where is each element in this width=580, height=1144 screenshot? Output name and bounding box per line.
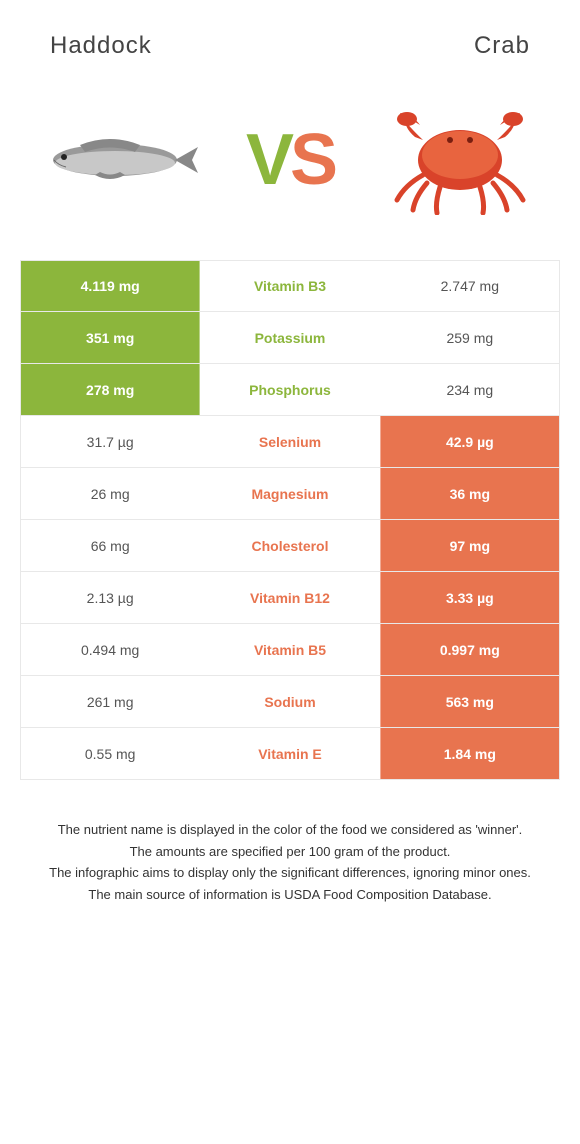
- value-left: 2.13 µg: [21, 572, 200, 623]
- value-left: 66 mg: [21, 520, 200, 571]
- table-row: 2.13 µgVitamin B123.33 µg: [20, 572, 560, 624]
- value-right: 563 mg: [380, 676, 559, 727]
- table-row: 26 mgMagnesium36 mg: [20, 468, 560, 520]
- table-row: 261 mgSodium563 mg: [20, 676, 560, 728]
- nutrient-label: Vitamin B5: [200, 624, 379, 675]
- vs-s: S: [290, 119, 334, 201]
- nutrient-label: Phosphorus: [200, 364, 379, 415]
- value-left: 0.55 mg: [21, 728, 200, 779]
- crab-illustration: [380, 100, 540, 220]
- value-right: 234 mg: [380, 364, 559, 415]
- table-row: 0.55 mgVitamin E1.84 mg: [20, 728, 560, 780]
- table-row: 278 mgPhosphorus234 mg: [20, 364, 560, 416]
- value-right: 42.9 µg: [380, 416, 559, 467]
- footer-line-3: The infographic aims to display only the…: [30, 863, 550, 883]
- value-left: 261 mg: [21, 676, 200, 727]
- table-row: 4.119 mgVitamin B32.747 mg: [20, 260, 560, 312]
- infographic-container: Haddock Crab VS: [0, 0, 580, 904]
- nutrient-label: Vitamin B3: [200, 261, 379, 311]
- vs-label: VS: [210, 119, 370, 201]
- value-right: 36 mg: [380, 468, 559, 519]
- table-row: 351 mgPotassium259 mg: [20, 312, 560, 364]
- nutrient-label: Magnesium: [200, 468, 379, 519]
- value-right: 97 mg: [380, 520, 559, 571]
- footer-notes: The nutrient name is displayed in the co…: [30, 820, 550, 904]
- comparison-table: 4.119 mgVitamin B32.747 mg351 mgPotassiu…: [20, 260, 560, 780]
- footer-line-4: The main source of information is USDA F…: [30, 885, 550, 905]
- nutrient-label: Potassium: [200, 312, 379, 363]
- footer-line-2: The amounts are specified per 100 gram o…: [30, 842, 550, 862]
- value-right: 2.747 mg: [380, 261, 559, 311]
- value-left: 4.119 mg: [21, 261, 200, 311]
- value-right: 259 mg: [380, 312, 559, 363]
- nutrient-label: Vitamin B12: [200, 572, 379, 623]
- vs-row: VS: [0, 80, 580, 260]
- value-left: 31.7 µg: [21, 416, 200, 467]
- fish-icon: [40, 125, 200, 195]
- table-row: 66 mgCholesterol97 mg: [20, 520, 560, 572]
- nutrient-label: Selenium: [200, 416, 379, 467]
- header: Haddock Crab: [0, 0, 580, 80]
- nutrient-label: Cholesterol: [200, 520, 379, 571]
- value-right: 3.33 µg: [380, 572, 559, 623]
- crab-icon: [385, 105, 535, 215]
- vs-v: V: [246, 119, 290, 201]
- value-right: 0.997 mg: [380, 624, 559, 675]
- title-right: Crab: [474, 32, 530, 60]
- value-left: 351 mg: [21, 312, 200, 363]
- value-left: 0.494 mg: [21, 624, 200, 675]
- value-right: 1.84 mg: [380, 728, 559, 779]
- title-left: Haddock: [50, 32, 152, 60]
- table-row: 0.494 mgVitamin B50.997 mg: [20, 624, 560, 676]
- value-left: 26 mg: [21, 468, 200, 519]
- value-left: 278 mg: [21, 364, 200, 415]
- haddock-illustration: [40, 100, 200, 220]
- nutrient-label: Vitamin E: [200, 728, 379, 779]
- nutrient-label: Sodium: [200, 676, 379, 727]
- footer-line-1: The nutrient name is displayed in the co…: [30, 820, 550, 840]
- table-row: 31.7 µgSelenium42.9 µg: [20, 416, 560, 468]
